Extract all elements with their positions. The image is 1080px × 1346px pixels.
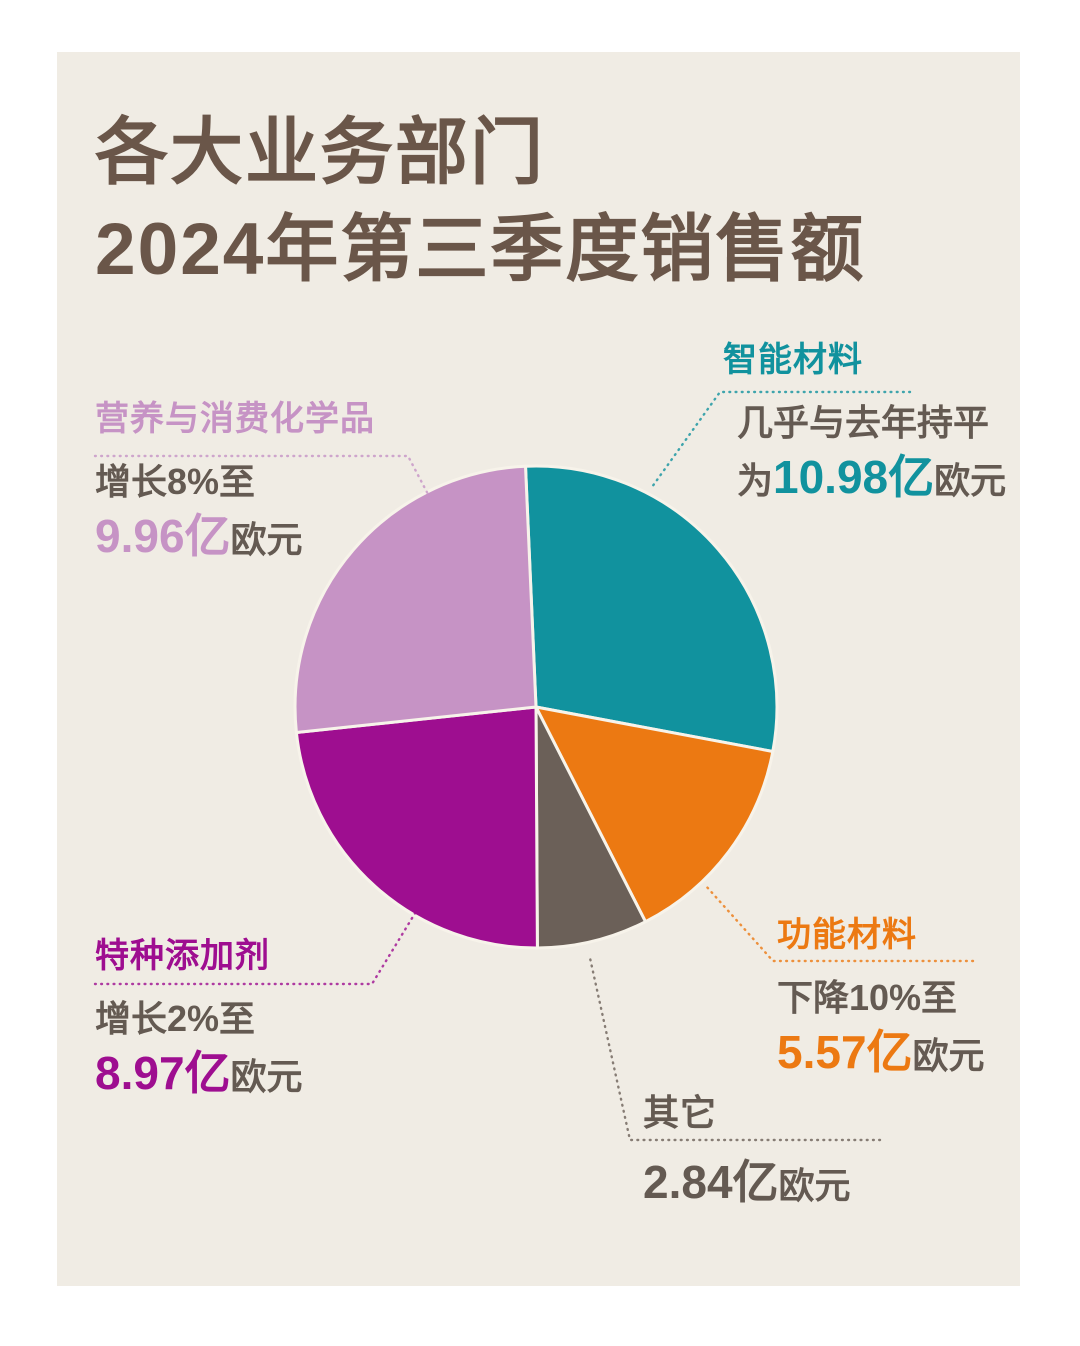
category-name-functional-materials: 功能材料: [777, 916, 917, 954]
category-change-functional-materials: 下降10%至: [777, 977, 958, 1018]
category-value-specialty-additives: 8.97亿欧元: [95, 1050, 303, 1096]
page-title: 各大业务部门 2024年第三季度销售额: [95, 104, 865, 298]
pie-slice-0: [524, 464, 779, 753]
value-number-others: 2.84亿: [643, 1156, 779, 1208]
value-number-nutrition: 9.96亿: [95, 510, 231, 562]
value-number-functional-materials: 5.57亿: [777, 1026, 913, 1078]
value-unit-nutrition: 欧元: [230, 519, 303, 560]
leader-line-1: [704, 884, 975, 963]
value-unit-specialty-additives: 欧元: [230, 1056, 303, 1097]
value-unit-functional-materials: 欧元: [912, 1035, 985, 1076]
category-value-functional-materials: 5.57亿欧元: [777, 1029, 985, 1075]
value-number-specialty-additives: 8.97亿: [95, 1047, 231, 1099]
label-others: 其它 2.84亿欧元: [643, 1092, 851, 1206]
label-smart-materials: 智能材料 几乎与去年持平 为10.98亿欧元: [723, 343, 1006, 500]
category-name-smart-materials: 智能材料: [723, 341, 863, 379]
leader-line-3: [93, 908, 419, 986]
category-change-specialty-additives: 增长2%至: [95, 998, 256, 1039]
value-prefix-smart-materials: 为: [737, 460, 774, 501]
category-change-smart-materials: 几乎与去年持平: [737, 402, 990, 443]
category-value-others: 2.84亿欧元: [643, 1159, 851, 1205]
category-value-nutrition: 9.96亿欧元: [95, 513, 375, 559]
label-nutrition: 营养与消费化学品 增长8%至 9.96亿欧元: [95, 402, 375, 559]
category-name-nutrition: 营养与消费化学品: [95, 400, 375, 438]
label-functional-materials: 功能材料 下降10%至 5.57亿欧元: [777, 918, 985, 1075]
category-change-nutrition: 增长8%至: [95, 461, 256, 502]
pie-slice-1: [534, 705, 775, 924]
category-name-others: 其它: [643, 1092, 718, 1133]
title-line-2: 2024年第三季度销售额: [95, 209, 866, 291]
pie-slice-2: [534, 705, 647, 950]
title-line-1: 各大业务部门: [95, 112, 545, 193]
value-number-smart-materials: 10.98亿: [773, 451, 935, 503]
pie-slice-4: [293, 464, 538, 734]
value-unit-smart-materials: 欧元: [934, 460, 1007, 501]
value-unit-others: 欧元: [778, 1165, 851, 1206]
category-name-specialty-additives: 特种添加剂: [95, 937, 270, 975]
leader-line-4: [93, 454, 432, 500]
pie-slice-3: [294, 705, 539, 950]
label-specialty-additives: 特种添加剂 增长2%至 8.97亿欧元: [95, 939, 303, 1096]
category-value-smart-materials: 为10.98亿欧元: [723, 454, 1006, 500]
leader-line-2: [588, 956, 882, 1142]
leader-line-0: [650, 390, 912, 489]
